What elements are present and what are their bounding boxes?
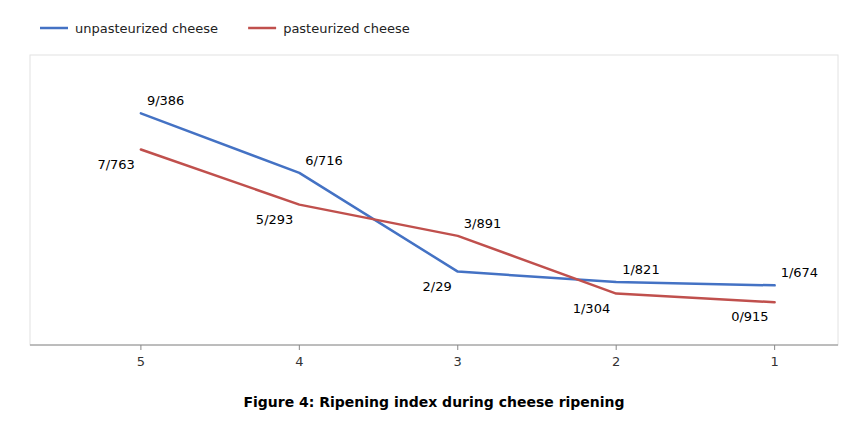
x-tick-label: 3 <box>454 354 462 369</box>
legend-item: unpasteurized cheese <box>40 21 218 36</box>
data-label: 9/386 <box>147 93 184 108</box>
x-tick-label: 5 <box>137 354 145 369</box>
data-label: 2/29 <box>423 279 452 294</box>
chart: 5 4 3 2 1 9/386 7/763 6/716 5/293 2/29 3/891 1/821 1… <box>0 0 868 421</box>
x-axis-line <box>30 345 838 346</box>
legend-item: pasteurized cheese <box>248 21 410 36</box>
data-label: 3/891 <box>464 216 501 231</box>
legend: unpasteurized cheese pasteurized cheese <box>40 21 410 36</box>
data-label: 1/821 <box>622 262 659 277</box>
data-label: 5/293 <box>256 212 293 227</box>
x-tick-label: 1 <box>770 354 778 369</box>
data-labels: 9/386 7/763 6/716 5/293 2/29 3/891 1/821 1/304 1… <box>97 93 818 324</box>
data-label: 1/674 <box>781 265 818 280</box>
legend-swatch <box>40 27 68 30</box>
data-label: 0/915 <box>731 309 768 324</box>
data-label: 7/763 <box>97 157 134 172</box>
x-tick <box>299 345 300 350</box>
x-tick <box>457 345 458 350</box>
plot-frame <box>30 55 838 345</box>
plot-area <box>141 113 775 302</box>
legend-label: unpasteurized cheese <box>75 21 218 36</box>
x-tick <box>774 345 775 350</box>
x-tick <box>140 345 141 350</box>
title: Figure 4: Ripening index during cheese r… <box>243 394 624 410</box>
series-line <box>141 150 775 303</box>
legend-label: pasteurized cheese <box>283 21 410 36</box>
series-line <box>141 113 775 285</box>
x-tick-label: 2 <box>612 354 620 369</box>
x-tick <box>616 345 617 350</box>
data-label: 1/304 <box>573 301 610 316</box>
legend-swatch <box>248 27 276 30</box>
data-label: 6/716 <box>305 153 342 168</box>
x-tick-label: 4 <box>295 354 303 369</box>
